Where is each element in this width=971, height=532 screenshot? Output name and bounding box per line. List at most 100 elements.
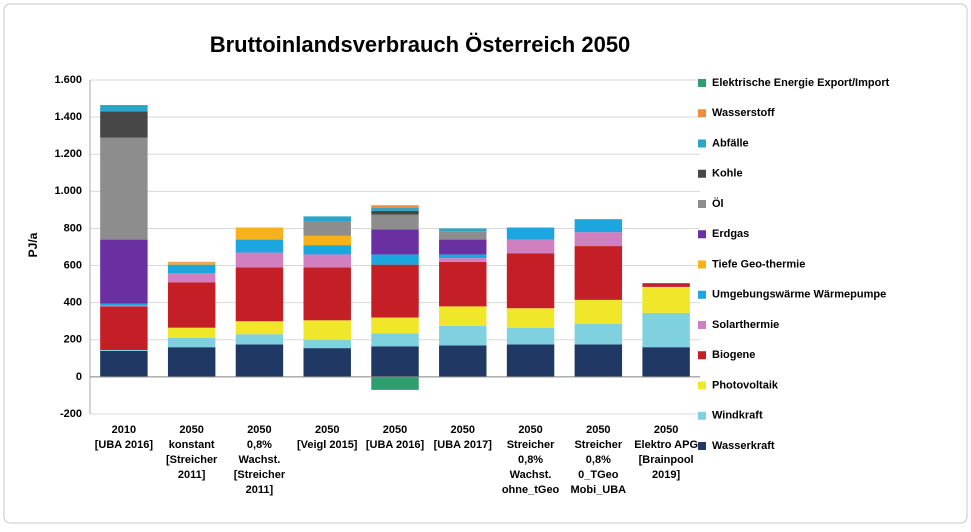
legend-swatch xyxy=(698,200,706,208)
x-tick-line: ohne_tGeo xyxy=(502,484,560,496)
bar-segment xyxy=(371,264,419,318)
bar-segment xyxy=(100,137,148,240)
bar-segment xyxy=(439,258,487,262)
legend-swatch xyxy=(698,79,706,87)
legend-label: Elektrische Energie Export/Import xyxy=(712,77,890,89)
bar-segment xyxy=(100,303,148,306)
legend-swatch xyxy=(698,169,706,178)
bar-segment xyxy=(167,327,216,338)
x-tick-label: 2050 Elektro APG [Brainpool 2019] xyxy=(634,424,698,481)
legend-label: Solarthermie xyxy=(712,319,779,331)
legend-label: Kohle xyxy=(712,168,743,180)
bar-segment xyxy=(303,221,351,236)
x-tick-line: 2019] xyxy=(652,469,680,481)
bar-segment xyxy=(371,346,419,377)
x-tick-line: [Veigl 2015] xyxy=(297,439,358,451)
x-tick-line: 2050 xyxy=(383,424,407,436)
legend-label: Biogene xyxy=(712,349,755,361)
legend-swatch xyxy=(698,260,706,269)
bar-segment xyxy=(100,305,148,307)
bar-segment xyxy=(235,267,284,322)
bar-segment xyxy=(439,231,487,240)
legend-swatch xyxy=(698,139,706,148)
y-tick-label: 400 xyxy=(64,297,82,309)
x-tick-line: 2010 xyxy=(112,424,136,436)
x-tick-line: 2050 xyxy=(315,424,339,436)
x-tick-label: 2050 Streicher 0,8% 0_TGeo Mobi_UBA xyxy=(571,424,627,496)
bar-segment xyxy=(371,214,419,230)
legend-swatch xyxy=(698,290,706,299)
legend-label: Tiefe Geo-thermie xyxy=(712,258,805,270)
y-tick-label: -200 xyxy=(60,408,82,420)
x-tick-line: [Streicher xyxy=(166,454,218,466)
legend-label: Abfälle xyxy=(712,137,749,149)
bar-segment xyxy=(303,267,351,321)
x-tick-line: [UBA 2016] xyxy=(95,439,154,451)
x-tick-line: [Brainpool xyxy=(639,454,694,466)
legend-swatch xyxy=(698,442,706,450)
bar-segment xyxy=(167,262,216,265)
legend-label: Erdgas xyxy=(712,228,749,240)
y-tick-label: 0 xyxy=(76,371,82,383)
bar-segment xyxy=(100,105,148,112)
y-axis-label: PJ/a xyxy=(26,232,40,257)
legend-swatch xyxy=(698,230,706,239)
x-tick-line: 2011] xyxy=(246,484,274,496)
x-tick-line: [UBA 2017] xyxy=(434,439,493,451)
bar-segment xyxy=(235,321,284,335)
bar-segment xyxy=(371,229,419,255)
bar-segment xyxy=(506,253,555,309)
y-tick-label: 600 xyxy=(64,259,82,271)
x-tick-line: Mobi_UBA xyxy=(571,484,627,496)
bar-segment xyxy=(439,239,487,255)
bar-segment xyxy=(235,344,284,377)
y-tick-label: 1.200 xyxy=(54,148,82,160)
bar-segment xyxy=(235,252,284,268)
bar-segment xyxy=(167,337,216,348)
x-tick-label: 2050 [UBA 2016] xyxy=(366,424,425,451)
bar-segment xyxy=(167,272,216,283)
bar-segment xyxy=(100,350,148,377)
bar-segment xyxy=(506,344,555,377)
bar-segment xyxy=(439,306,487,326)
bar-segment xyxy=(371,317,419,334)
bar-segment xyxy=(439,228,487,232)
legend-swatch xyxy=(698,381,706,390)
bar-segment xyxy=(167,264,216,273)
bar-segment xyxy=(303,348,351,377)
x-tick-label: 2010 [UBA 2016] xyxy=(95,424,154,451)
x-tick-line: 0,8% xyxy=(586,454,611,466)
x-tick-line: 2050 xyxy=(247,424,271,436)
bar-segment xyxy=(574,232,623,247)
x-tick-line: 0,8% xyxy=(247,439,272,451)
bar-segment xyxy=(371,205,419,209)
bar-segment xyxy=(506,239,555,254)
legend-label: Windkraft xyxy=(712,410,763,422)
bar-segment xyxy=(303,245,351,255)
bar-segment xyxy=(100,111,148,138)
x-tick-line: 2050 xyxy=(654,424,678,436)
legend-label: Wasserkraft xyxy=(712,440,775,452)
bar-segment xyxy=(100,349,148,351)
bar-segment xyxy=(439,261,487,307)
legend-swatch xyxy=(698,351,706,360)
x-tick-line: 2050 xyxy=(586,424,610,436)
x-tick-line: Wachst. xyxy=(510,469,552,481)
bar-segment xyxy=(506,227,555,240)
bar-segment xyxy=(574,299,623,325)
x-tick-line: [UBA 2016] xyxy=(366,439,425,451)
bar-segment xyxy=(642,347,690,377)
x-tick-line: Streicher xyxy=(507,439,555,451)
bar-segment xyxy=(303,216,351,222)
legend-label: Wasserstoff xyxy=(712,107,775,119)
bar-segment xyxy=(506,308,555,328)
bar-segment xyxy=(439,254,487,259)
x-tick-line: Streicher xyxy=(574,439,622,451)
bar-segment xyxy=(574,219,623,233)
bar-segment xyxy=(235,239,284,253)
bar-segment xyxy=(642,283,690,287)
legend-label: Umgebungswärme Wärmepumpe xyxy=(712,289,886,301)
bar-segment xyxy=(100,306,148,350)
x-tick-line: 0,8% xyxy=(518,454,543,466)
y-tick-label: 1.000 xyxy=(54,185,82,197)
